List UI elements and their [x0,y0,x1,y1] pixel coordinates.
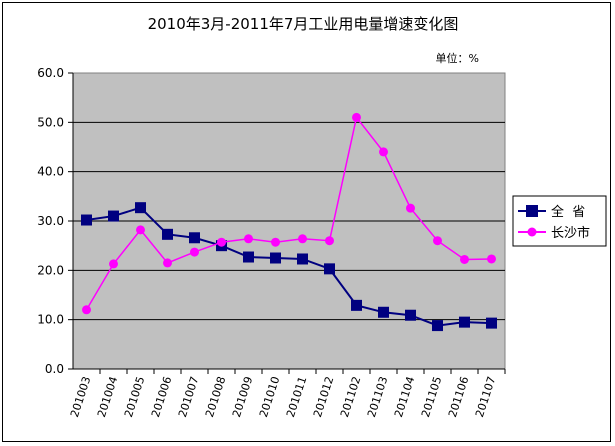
data-point [244,234,253,244]
x-tick-label: 201010 [257,375,282,419]
x-tick-label: 201008 [203,375,228,419]
data-point [352,112,361,122]
data-point [162,228,173,240]
data-point [325,236,334,246]
data-point [190,247,199,257]
y-tick-label: 0.0 [45,362,64,376]
y-tick-label: 50.0 [37,115,64,129]
data-point [432,320,443,332]
unit-label: 单位：% [436,51,479,65]
data-point [297,253,308,265]
data-point [351,299,362,311]
data-point [487,254,496,264]
data-point [379,147,388,157]
y-tick-label: 60.0 [37,66,64,80]
y-tick-label: 10.0 [37,313,64,327]
line-chart: 2010年3月-2011年7月工业用电量增速变化图 单位：% 0.0 10.0 20… [37,15,607,419]
data-point [217,237,226,247]
series-line [85,115,492,311]
data-point [298,234,307,244]
series-line [86,206,492,327]
x-tick-label: 201105 [419,375,444,419]
data-point [378,306,389,318]
data-point [270,252,281,264]
x-tick-label: 201012 [311,375,336,419]
x-tick-label: 201103 [365,375,390,419]
legend-label: 全 省 [551,204,585,220]
x-tick-label: 201007 [176,375,201,419]
legend-marker [527,227,537,237]
x-tick-label: 201005 [122,375,147,419]
chart-frame: 2010年3月-2011年7月工业用电量增速变化图 单位：% 0.0 10.0 20… [2,2,611,442]
data-point [271,237,280,247]
data-point [405,309,416,321]
data-point [189,232,200,244]
data-point [486,317,497,329]
data-point [243,251,254,263]
y-tick-label: 20.0 [37,263,64,277]
x-tick-label: 201104 [392,375,417,419]
data-point [406,203,415,213]
data-point [135,202,146,214]
x-tick-label: 201009 [230,375,255,419]
data-point [460,254,469,264]
legend-box [512,195,607,247]
data-point [109,259,118,269]
x-tick-label: 201107 [473,375,498,419]
data-point [81,214,92,226]
data-point [136,225,145,235]
y-tick-label: 40.0 [37,165,64,179]
x-tick-label: 201004 [95,375,120,419]
data-point [433,236,442,246]
x-tick-label: 201106 [446,375,471,419]
y-tick-label: 30.0 [37,214,64,228]
legend-label: 长沙市 [551,225,590,241]
x-tick-label: 201102 [338,375,363,419]
x-tick-label: 201011 [284,375,309,419]
data-point [459,316,470,328]
data-point [82,305,91,315]
data-point [108,210,119,222]
data-point [163,258,172,268]
x-tick-label: 201003 [68,375,93,419]
legend-marker [526,205,538,217]
data-point [324,263,335,275]
x-tick-label: 201006 [149,375,174,419]
chart-title: 2010年3月-2011年7月工业用电量增速变化图 [148,15,459,33]
